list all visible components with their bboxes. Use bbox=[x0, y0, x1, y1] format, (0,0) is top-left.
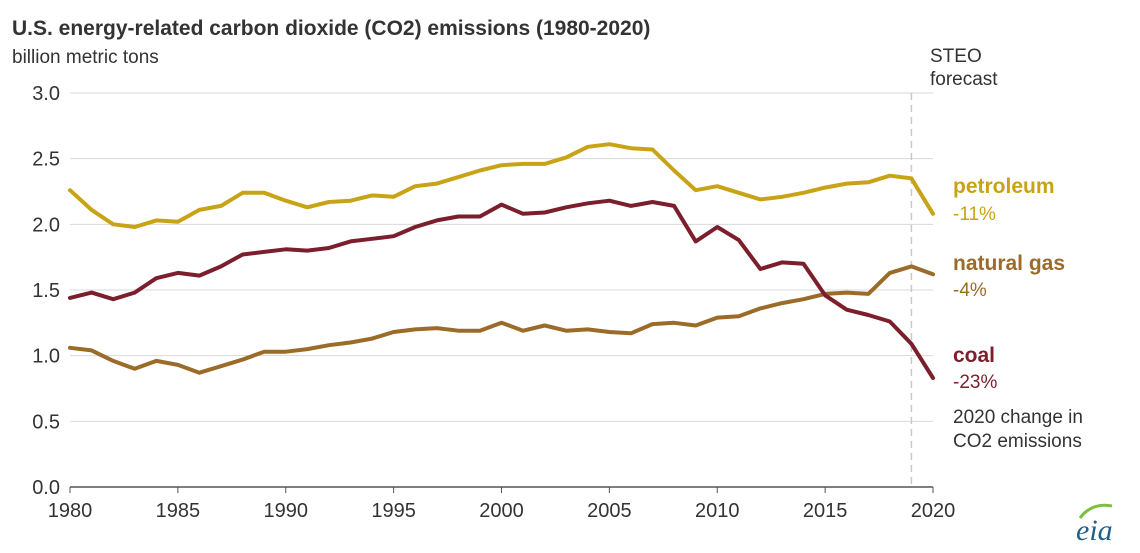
y-tick-label: 1.0 bbox=[32, 346, 60, 368]
eia-logo: eia bbox=[1076, 503, 1113, 547]
chart-title: U.S. energy-related carbon dioxide (CO2)… bbox=[12, 17, 650, 40]
eia-logo-swoosh bbox=[1078, 503, 1113, 519]
series-change-petroleum: -11% bbox=[953, 204, 996, 225]
y-tick-label: 1.5 bbox=[32, 280, 60, 302]
forecast-label-line2: forecast bbox=[930, 69, 998, 90]
gridlines bbox=[70, 92, 933, 488]
y-tick-label: 2.0 bbox=[32, 214, 60, 236]
legend-note-line1: 2020 change in bbox=[953, 407, 1083, 428]
x-tick-label: 1995 bbox=[371, 500, 416, 522]
forecast-label-line1: STEO bbox=[930, 46, 982, 67]
series-line-natural-gas bbox=[68, 264, 935, 375]
x-tick-label: 2000 bbox=[479, 500, 524, 522]
x-tick-label: 2010 bbox=[695, 500, 740, 522]
x-tick-label: 2015 bbox=[803, 500, 848, 522]
series-line-petroleum bbox=[68, 142, 935, 229]
x-tick-label: 2020 bbox=[911, 500, 956, 522]
x-tick-label: 1985 bbox=[156, 500, 201, 522]
y-axis-label: billion metric tons bbox=[12, 47, 159, 68]
y-tick-label: 0.5 bbox=[32, 411, 60, 433]
x-tick-label: 1980 bbox=[48, 500, 93, 522]
series-lines bbox=[68, 142, 935, 380]
y-tick-label: 2.5 bbox=[32, 149, 60, 171]
legend-note-line2: CO2 emissions bbox=[953, 431, 1082, 452]
series-change-coal: -23% bbox=[953, 372, 997, 393]
y-tick-label: 0.0 bbox=[32, 477, 60, 499]
series-label-coal: coal bbox=[953, 344, 995, 367]
y-axis-ticks: 0.0 0.5 1.0 1.5 2.0 2.5 3.0 bbox=[32, 83, 60, 499]
series-label-natural-gas: natural gas bbox=[953, 252, 1065, 275]
x-tick-label: 1990 bbox=[264, 500, 309, 522]
series-label-petroleum: petroleum bbox=[953, 175, 1055, 198]
eia-logo-text: eia bbox=[1076, 514, 1113, 547]
series-line-coal bbox=[68, 198, 935, 380]
y-tick-label: 3.0 bbox=[32, 83, 60, 105]
series-change-natural-gas: -4% bbox=[953, 280, 987, 301]
x-tick-label: 2005 bbox=[587, 500, 632, 522]
x-axis-ticks: 1980 1985 1990 1995 2000 2005 2010 2015 2020 bbox=[48, 487, 956, 522]
